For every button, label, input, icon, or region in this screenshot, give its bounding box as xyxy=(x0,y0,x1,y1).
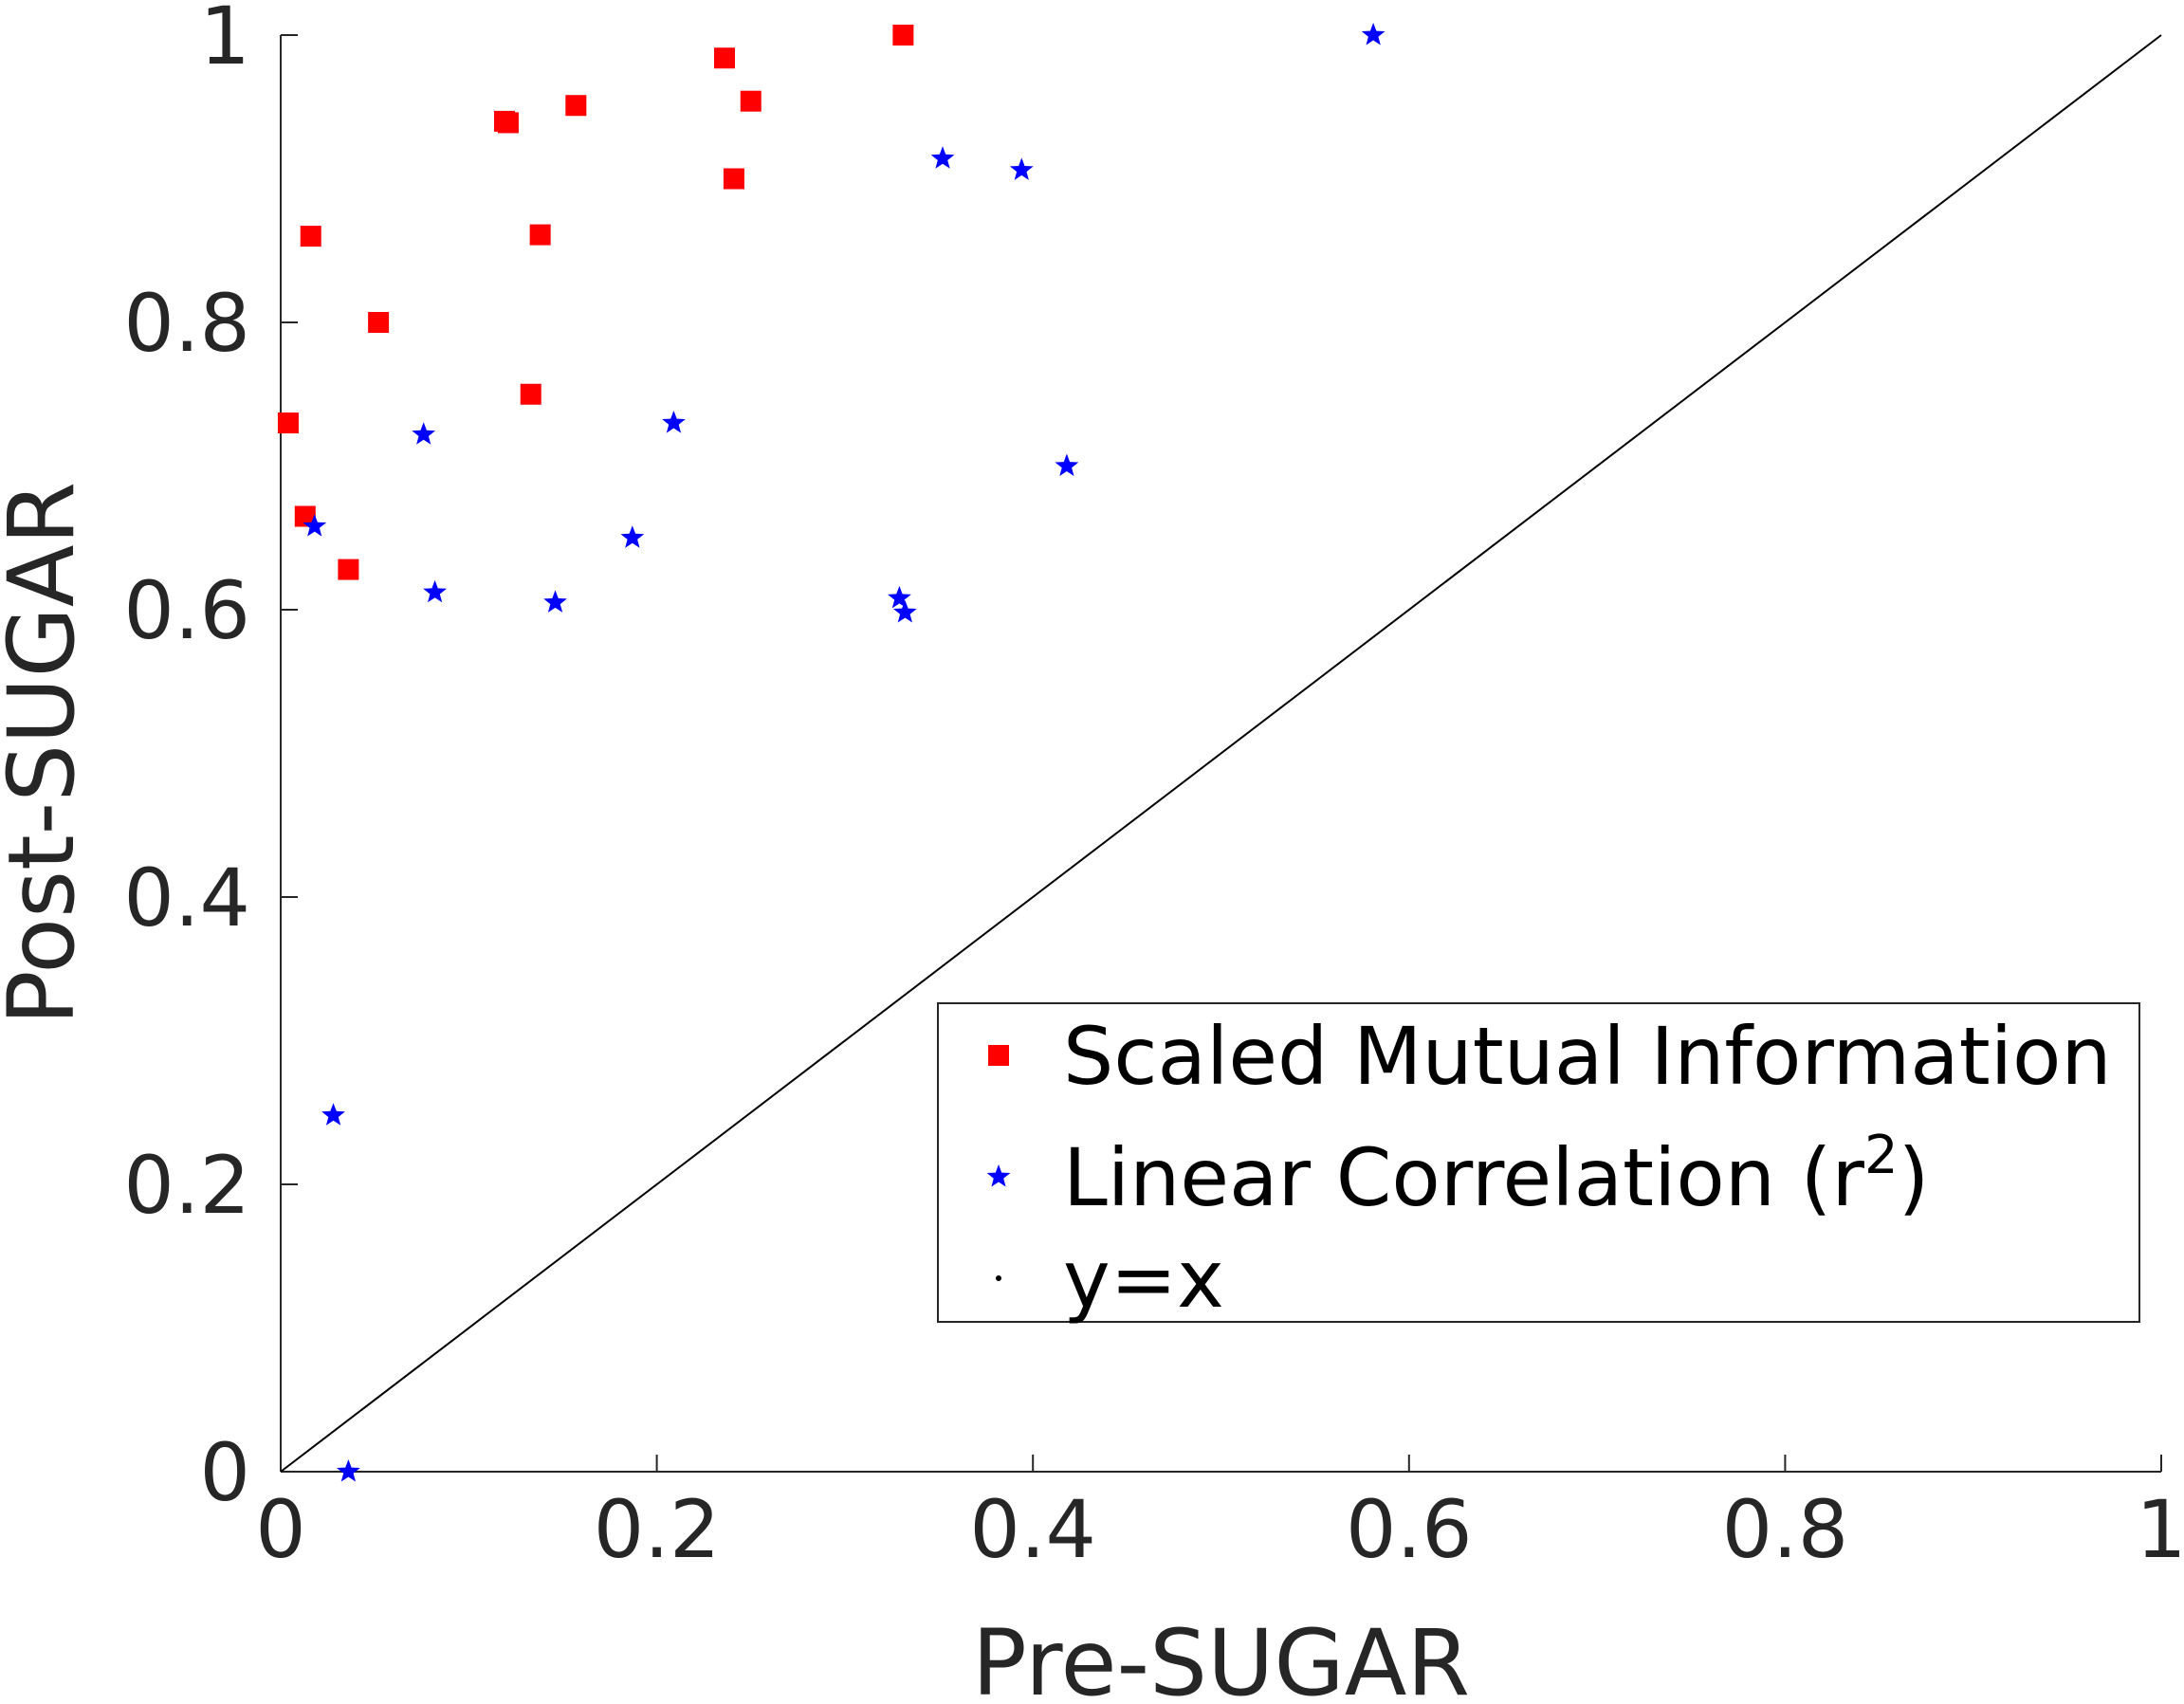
linear-correlation-point xyxy=(423,579,447,603)
scaled-mutual-information-point xyxy=(565,95,587,117)
legend-label-text: Linear Correlation (r xyxy=(1063,1131,1864,1224)
scaled-mutual-information-point xyxy=(497,112,519,134)
x-tick-label: 0.4 xyxy=(969,1483,1096,1576)
reference-line-layer xyxy=(280,34,2162,1473)
y-tick-label: 0.6 xyxy=(123,564,250,657)
legend-label-superscript: 2 xyxy=(1864,1125,1899,1186)
scaled-mutual-information-point xyxy=(277,412,299,434)
legend-square-marker xyxy=(988,1045,1009,1066)
legend-label-text: Scaled Mutual Information xyxy=(1063,1010,2112,1103)
y-axis-label: Post-SUGAR xyxy=(0,482,95,1025)
linear-correlation-point xyxy=(620,525,645,548)
x-axis-label: Pre-SUGAR xyxy=(972,1610,1470,1704)
legend: Scaled Mutual Information Linear Correlat… xyxy=(937,1002,2140,1326)
legend-label-text: y=x xyxy=(1063,1233,1224,1326)
scaled-mutual-information-point xyxy=(723,168,744,190)
y-tick-label: 0 xyxy=(200,1426,250,1519)
legend-dot-marker xyxy=(996,1275,1001,1281)
y-tick-label: 1 xyxy=(200,0,250,82)
scaled-mutual-information-point xyxy=(529,224,551,246)
linear-correlation-point xyxy=(543,590,567,613)
scaled-mutual-information-point xyxy=(713,47,735,69)
scaled-mutual-information-point xyxy=(300,226,321,247)
data-points xyxy=(277,23,1386,1482)
x-tick-label: 0.6 xyxy=(1346,1483,1473,1576)
linear-correlation-point xyxy=(303,514,327,537)
linear-correlation-point xyxy=(662,411,686,433)
linear-correlation-point xyxy=(888,585,911,609)
linear-correlation-point xyxy=(1361,23,1386,46)
linear-correlation-point xyxy=(321,1103,345,1126)
legend-box xyxy=(937,1002,2140,1323)
legend-star-marker xyxy=(986,1164,1011,1187)
linear-correlation-point xyxy=(930,146,955,169)
legend-label-suffix: ) xyxy=(1899,1131,1930,1224)
y-tick-label: 0.4 xyxy=(123,852,250,944)
legend-label-1: Linear Correlation (r2) xyxy=(1063,1125,1929,1224)
scaled-mutual-information-point xyxy=(892,25,914,46)
linear-correlation-point xyxy=(337,1459,360,1482)
x-tick-label: 0 xyxy=(255,1483,305,1576)
scaled-mutual-information-point xyxy=(368,312,390,333)
linear-correlation-point xyxy=(893,600,917,623)
linear-correlation-point xyxy=(1009,157,1034,180)
reference-line-y-equals-x xyxy=(280,34,2162,1473)
scaled-mutual-information-point xyxy=(294,505,316,527)
x-tick-label: 0.2 xyxy=(594,1483,721,1576)
x-tick-label: 1 xyxy=(2136,1483,2184,1576)
linear-correlation-point xyxy=(412,422,436,445)
x-tick-label: 0.8 xyxy=(1722,1483,1849,1576)
scaled-mutual-information-point xyxy=(520,383,541,405)
legend-label-2: y=x xyxy=(1063,1233,1224,1326)
scaled-mutual-information-point xyxy=(740,90,762,112)
y-tick-label: 0.8 xyxy=(123,277,250,370)
linear-correlation-point xyxy=(1055,453,1079,476)
scaled-mutual-information-point xyxy=(338,559,359,580)
y-tick-label: 0.2 xyxy=(123,1139,250,1232)
legend-label-0: Scaled Mutual Information xyxy=(1063,1010,2112,1103)
